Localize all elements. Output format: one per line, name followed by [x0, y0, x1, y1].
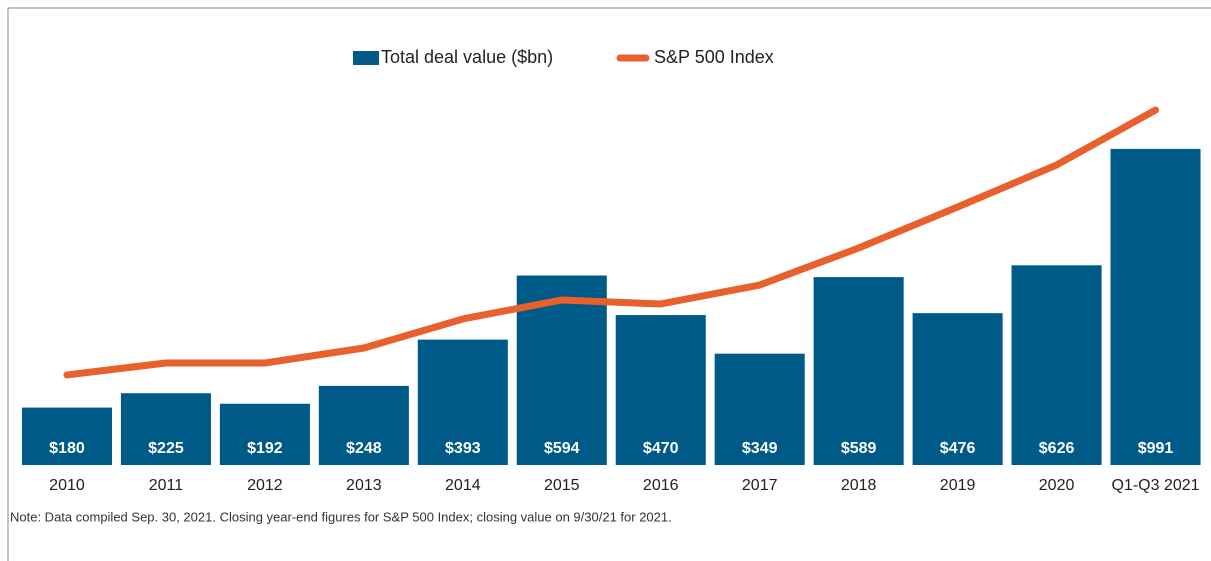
bar: [21, 407, 113, 465]
bar: [219, 403, 310, 465]
bar: [417, 339, 508, 465]
data-label: $470: [643, 440, 679, 457]
line: [63, 106, 1160, 379]
bar: [1011, 265, 1102, 465]
data-label: $991: [1138, 440, 1174, 457]
bar: [912, 313, 1003, 465]
data-label: $476: [940, 440, 976, 457]
x-tick-label: 2011: [149, 477, 184, 494]
data-label: $180: [49, 440, 85, 457]
x-tick-label: 2018: [841, 477, 877, 494]
data-label: $248: [346, 440, 382, 457]
data-label: $225: [148, 440, 184, 457]
x-tick-label: 2012: [247, 477, 283, 494]
data-label: $393: [445, 440, 481, 457]
bar: [1110, 148, 1201, 465]
x-tick-label: 2017: [742, 477, 778, 494]
data-label: $594: [544, 440, 580, 457]
bar: [813, 277, 904, 465]
x-tick-label: 2014: [445, 477, 481, 494]
x-tick-label: 2019: [940, 477, 976, 494]
data-label: $589: [841, 440, 877, 457]
bar: [615, 315, 706, 465]
x-tick-label: 2013: [346, 477, 382, 494]
bar: [714, 353, 805, 465]
x-tick-label: Q1-Q3 2021: [1111, 477, 1199, 494]
legend-label: Total deal value ($bn): [381, 47, 553, 67]
data-label: $349: [742, 440, 778, 457]
x-tick-label: 2020: [1039, 477, 1075, 494]
x-tick-label: 2010: [49, 477, 85, 494]
data-label: $192: [247, 440, 283, 457]
legend-swatch: [353, 51, 379, 65]
data-label: $626: [1039, 440, 1075, 457]
x-tick-label: 2015: [544, 477, 580, 494]
frame: [7, 7, 1211, 561]
note: Note: Data compiled Sep. 30, 2021. Closi…: [10, 509, 672, 524]
bar: [318, 385, 409, 465]
bar: [120, 393, 211, 465]
legend-label: S&P 500 Index: [654, 47, 774, 67]
x-tick-label: 2016: [643, 477, 679, 494]
